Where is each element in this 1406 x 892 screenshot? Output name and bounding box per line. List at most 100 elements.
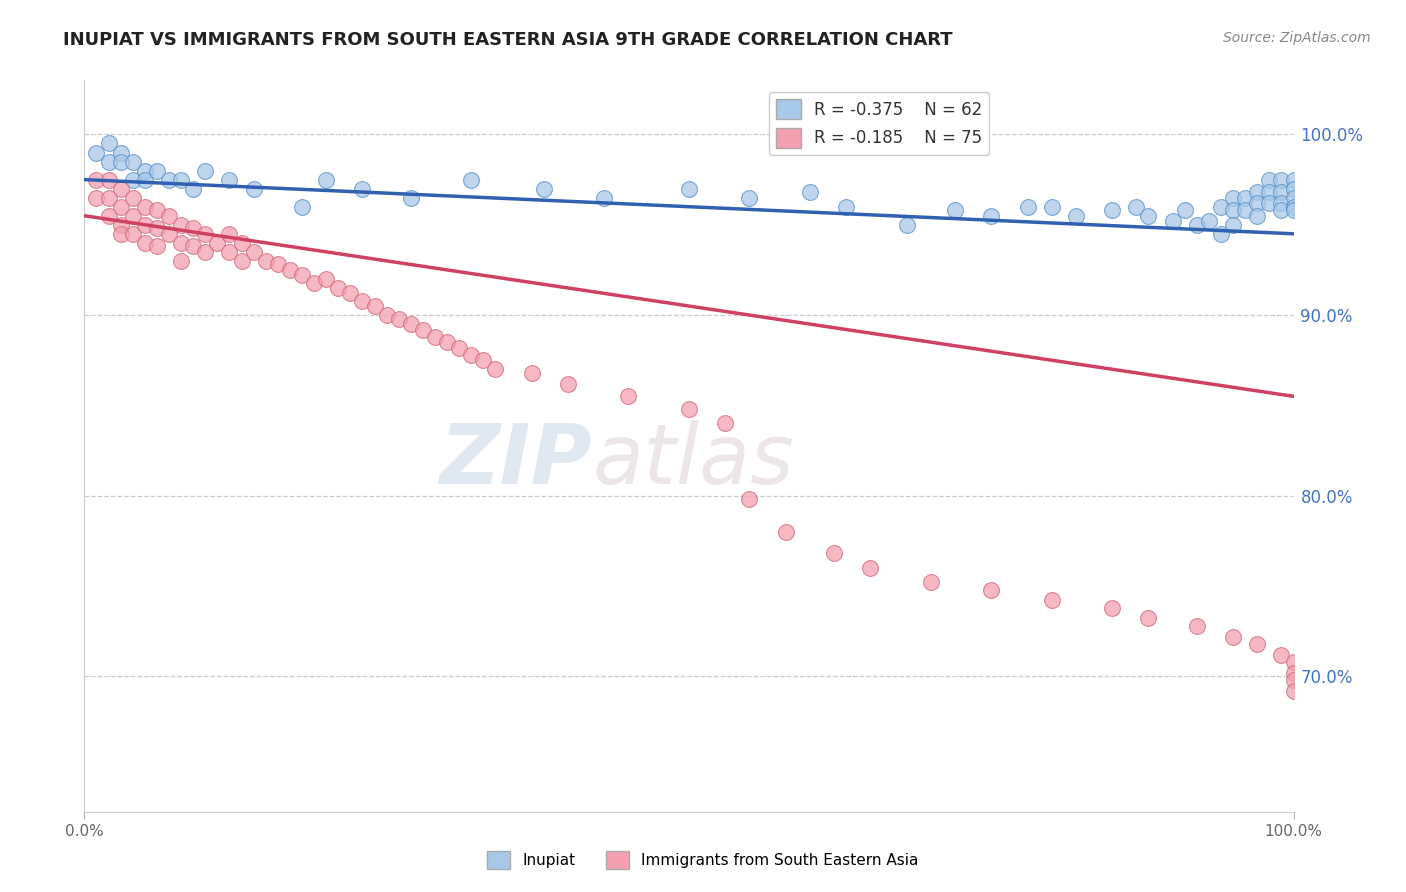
Point [1246,209,1268,223]
Point [1185,218,1208,232]
Point [714,417,737,431]
Point [231,253,253,268]
Point [86,145,108,160]
Point [738,492,761,507]
Point [1282,172,1305,186]
Text: Source: ZipAtlas.com: Source: ZipAtlas.com [1223,31,1371,45]
Point [1209,227,1232,241]
Point [242,244,264,259]
Point [170,218,193,232]
Point [1282,665,1305,680]
Point [980,582,1002,597]
Point [520,366,543,380]
Point [97,209,120,223]
Point [1282,673,1305,687]
Point [1137,611,1160,625]
Point [181,239,204,253]
Point [121,227,143,241]
Point [97,154,120,169]
Point [1125,200,1147,214]
Point [352,293,374,308]
Point [170,172,193,186]
Point [1258,172,1281,186]
Point [231,235,253,250]
Point [1270,648,1292,662]
Point [1174,203,1197,218]
Point [1246,186,1268,200]
Point [339,286,361,301]
Point [194,244,217,259]
Point [1270,186,1292,200]
Point [1246,196,1268,211]
Point [617,389,640,403]
Point [738,191,761,205]
Point [110,227,132,241]
Point [533,181,555,195]
Point [1101,203,1123,218]
Point [134,218,156,232]
Point [207,235,229,250]
Point [1282,203,1305,218]
Point [399,317,422,331]
Point [460,348,482,362]
Point [1017,200,1039,214]
Point [375,308,398,322]
Point [170,235,193,250]
Point [146,239,169,253]
Point [1282,200,1305,214]
Point [134,235,156,250]
Point [181,221,204,235]
Point [97,172,120,186]
Point [146,163,169,178]
Point [157,227,180,241]
Point [1234,191,1257,205]
Point [1246,637,1268,651]
Point [1040,200,1063,214]
Point [1222,203,1244,218]
Point [134,200,156,214]
Point [1222,630,1244,644]
Point [110,200,132,214]
Point [412,322,434,336]
Point [1282,181,1305,195]
Point [1270,196,1292,211]
Point [363,299,385,313]
Point [291,200,314,214]
Point [315,172,337,186]
Point [97,136,120,151]
Point [896,218,918,232]
Point [110,154,132,169]
Point [1209,200,1232,214]
Point [86,172,108,186]
Point [1270,203,1292,218]
Point [1222,218,1244,232]
Point [1270,172,1292,186]
Point [121,209,143,223]
Point [157,209,180,223]
Point [484,362,506,376]
Point [86,191,108,205]
Point [859,561,882,575]
Point [328,281,350,295]
Point [134,172,156,186]
Legend: Inupiat, Immigrants from South Eastern Asia: Inupiat, Immigrants from South Eastern A… [481,845,925,875]
Point [399,191,422,205]
Point [218,172,240,186]
Point [1258,186,1281,200]
Point [593,191,616,205]
Text: ZIP: ZIP [440,420,592,501]
Point [943,203,966,218]
Point [121,172,143,186]
Point [291,268,314,283]
Point [1040,593,1063,607]
Point [1198,214,1220,228]
Point [678,401,700,416]
Point [146,203,169,218]
Point [1258,196,1281,211]
Point [110,145,132,160]
Point [423,330,446,344]
Point [302,276,325,290]
Point [920,575,942,590]
Point [121,154,143,169]
Point [460,172,482,186]
